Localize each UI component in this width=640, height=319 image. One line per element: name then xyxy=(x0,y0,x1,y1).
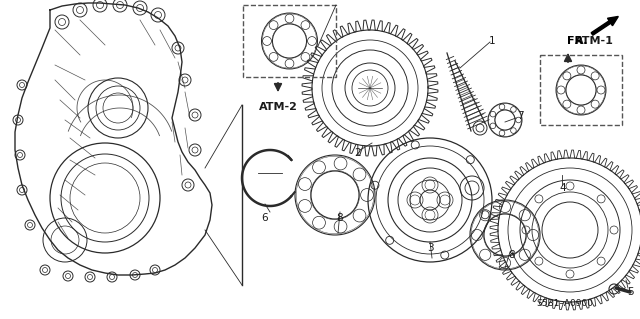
Bar xyxy=(243,5,336,77)
Text: FR.: FR. xyxy=(568,36,588,46)
Text: 8: 8 xyxy=(509,250,515,260)
Text: S5B1–A0900: S5B1–A0900 xyxy=(536,299,593,308)
Bar xyxy=(540,55,622,125)
Text: 5: 5 xyxy=(627,287,634,297)
Text: 4: 4 xyxy=(560,183,566,193)
Text: ATM-2: ATM-2 xyxy=(259,102,298,112)
Polygon shape xyxy=(15,3,212,275)
Text: 6: 6 xyxy=(262,213,268,223)
Text: 8: 8 xyxy=(337,213,343,223)
Text: 2: 2 xyxy=(355,148,362,158)
Text: 7: 7 xyxy=(516,111,524,121)
Text: 3: 3 xyxy=(427,243,433,253)
Text: 1: 1 xyxy=(489,36,495,46)
Text: ATM-1: ATM-1 xyxy=(575,36,614,46)
FancyArrow shape xyxy=(591,17,618,35)
